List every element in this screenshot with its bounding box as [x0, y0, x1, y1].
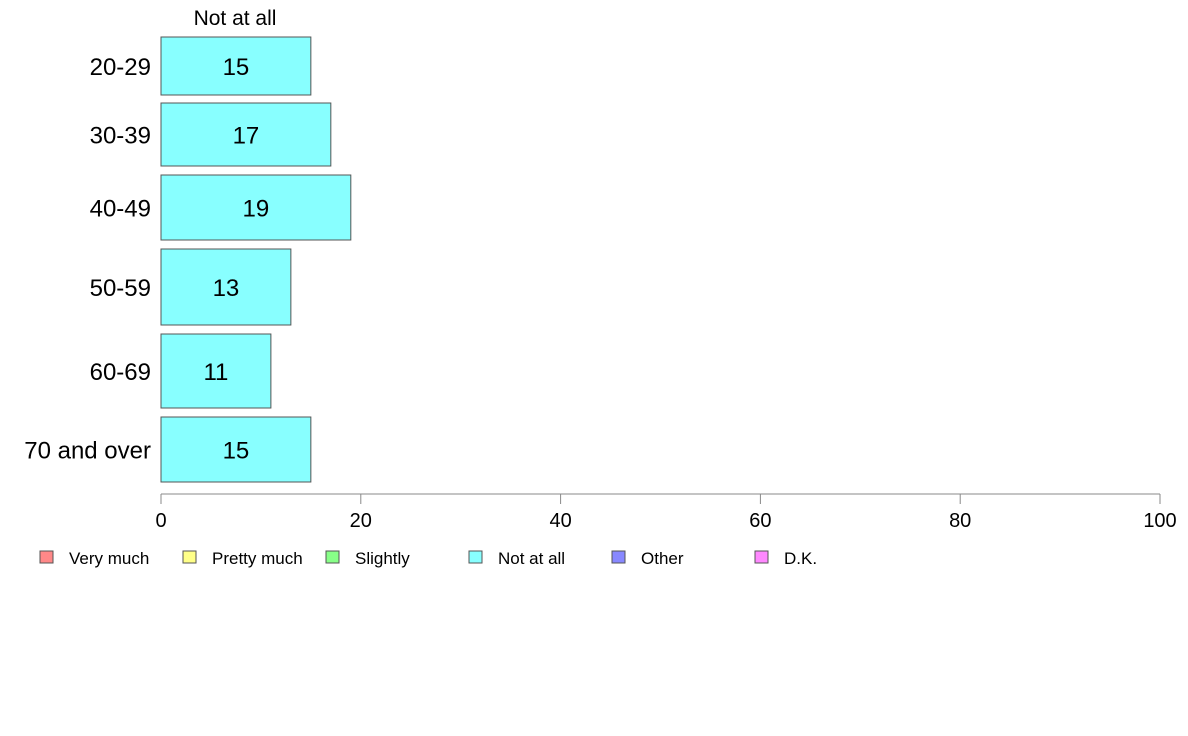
series-title: Not at all [194, 7, 277, 30]
category-label: 20-29 [90, 54, 151, 81]
legend: Very much Pretty much Slightly Not at all Ot… [39, 549, 817, 568]
bar-20-29 [160, 36, 312, 96]
legend-swatch [468, 550, 483, 564]
data-label: 15 [223, 54, 250, 81]
legend-label: D.K. [784, 549, 817, 568]
category-label: 30-39 [90, 123, 151, 150]
category-label: 70 and over [24, 438, 151, 465]
x-tick-label: 20 [350, 510, 372, 532]
data-label: 15 [223, 438, 250, 465]
category-label: 40-49 [90, 196, 151, 223]
category-label: 50-59 [90, 275, 151, 302]
bar-40-49 [160, 174, 352, 241]
data-label: 11 [203, 359, 228, 386]
data-label: 17 [233, 123, 260, 150]
data-label: 19 [243, 196, 270, 223]
x-tick-label: 60 [749, 510, 771, 532]
x-tick-label: 100 [1143, 510, 1176, 532]
x-axis: 0 20 40 60 80 100 [155, 493, 1177, 532]
legend-label: Pretty much [212, 549, 303, 568]
bar-30-39 [160, 102, 332, 167]
legend-swatch [754, 550, 769, 564]
legend-swatch [325, 550, 340, 564]
legend-label: Very much [69, 549, 149, 568]
legend-label: Slightly [355, 549, 410, 568]
x-tick-label: 40 [549, 510, 571, 532]
bars-group: 20-29 15 30-39 17 40-49 19 50-59 13 60-69 11 70 an… [24, 36, 352, 483]
legend-swatch [611, 550, 626, 564]
data-label: 13 [213, 275, 240, 302]
bar-60-69 [160, 333, 272, 409]
bar-70-and-over [160, 416, 312, 483]
x-tick-label: 80 [949, 510, 971, 532]
x-tick-label: 0 [155, 510, 166, 532]
legend-swatch [39, 550, 54, 564]
bar-50-59 [160, 248, 292, 326]
category-label: 60-69 [90, 359, 151, 386]
legend-label: Not at all [498, 549, 565, 568]
legend-label: Other [641, 549, 684, 568]
legend-swatch [182, 550, 197, 564]
